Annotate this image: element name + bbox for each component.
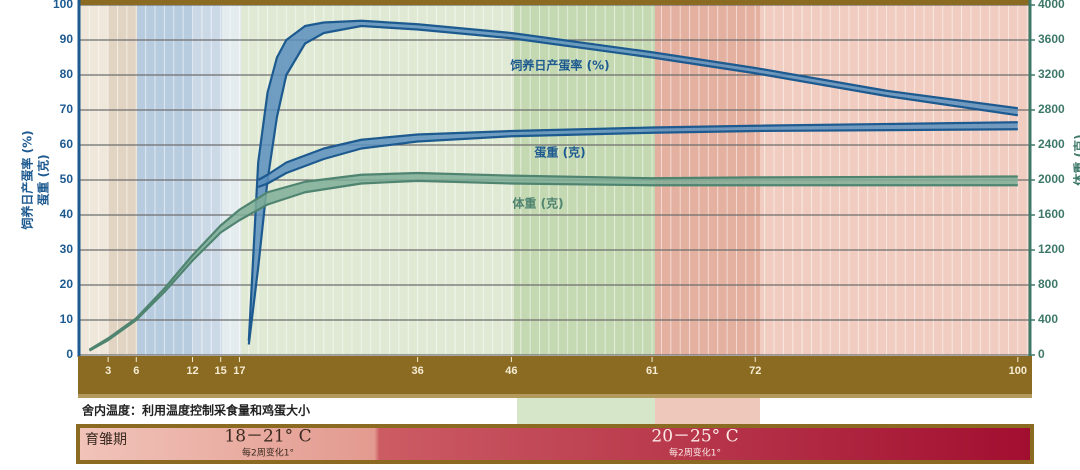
x-tick-label: 46 [505, 365, 517, 377]
x-axis-strip [78, 356, 1032, 394]
y-tick-label: 40 [60, 207, 74, 221]
x-tick-label: 36 [411, 365, 423, 377]
y2-tick-label: 1600 [1038, 207, 1065, 221]
zone [655, 398, 760, 424]
x-tick-label: 6 [133, 365, 139, 377]
band-edge [257, 128, 1018, 189]
y2-tick-label: 1200 [1038, 242, 1065, 256]
phase: 育雏期 [85, 432, 127, 448]
x-tick-label: 100 [1009, 365, 1027, 377]
band-edge [257, 121, 1018, 181]
y-tick-label: 50 [60, 172, 74, 186]
temp-range: 18－21° C [224, 427, 311, 447]
y-tick-label: 60 [60, 137, 74, 151]
band-edge [247, 19, 1018, 342]
band-edge [247, 24, 1018, 345]
temp-range: 20－25° C [651, 427, 738, 447]
y-tick-label: 70 [60, 102, 74, 116]
y-tick-label: 80 [60, 67, 74, 81]
temp-note: 每2周变化1° [669, 447, 721, 459]
temp-title: 舍内温度：利用温度控制采食量和鸡蛋大小 [82, 403, 310, 418]
y-tick-label: 30 [60, 242, 74, 256]
y-tick-label: 0 [66, 347, 73, 361]
band-edge [88, 179, 1018, 352]
y2-tick-label: 400 [1038, 312, 1058, 326]
series-label: 体重 (克) [512, 196, 563, 211]
y2-tick-label: 2000 [1038, 172, 1065, 186]
y2-tick-label: 2400 [1038, 137, 1065, 151]
temp-note: 每2周变化1° [242, 447, 294, 459]
y-tick-label: 90 [60, 32, 74, 46]
x-tick-label: 17 [233, 365, 245, 377]
temp-bar [80, 428, 1030, 460]
y-tick-label: 100 [53, 0, 73, 11]
y2-axis-label: 体重 (克) [1072, 134, 1080, 185]
x-tick-label: 3 [105, 365, 111, 377]
bands [88, 19, 1018, 352]
series-label: 蛋重 (克) [534, 145, 585, 160]
x-tick-label: 61 [646, 365, 658, 377]
x-tick-label: 12 [186, 365, 198, 377]
y2-tick-label: 4000 [1038, 0, 1065, 11]
x-tick-label: 72 [749, 365, 761, 377]
y2-tick-label: 800 [1038, 277, 1058, 291]
band-edge [88, 171, 1018, 351]
y2-tick-label: 3200 [1038, 67, 1065, 81]
y2-tick-label: 3600 [1038, 32, 1065, 46]
band-area [258, 122, 1018, 187]
y2-tick-label: 2800 [1038, 102, 1065, 116]
zone [517, 398, 655, 424]
y-axis-label: 饲养日产蛋率 (%) [20, 130, 35, 230]
y-tick-label: 10 [60, 312, 74, 326]
y-axis-label: 蛋重 (克) [36, 154, 51, 205]
series-label: 饲养日产蛋率 (%) [509, 58, 609, 73]
strip [78, 394, 1032, 398]
top-strip [80, 0, 1030, 5]
y2-tick-label: 0 [1038, 347, 1045, 361]
y-tick-label: 20 [60, 277, 74, 291]
x-tick-label: 15 [215, 365, 227, 377]
